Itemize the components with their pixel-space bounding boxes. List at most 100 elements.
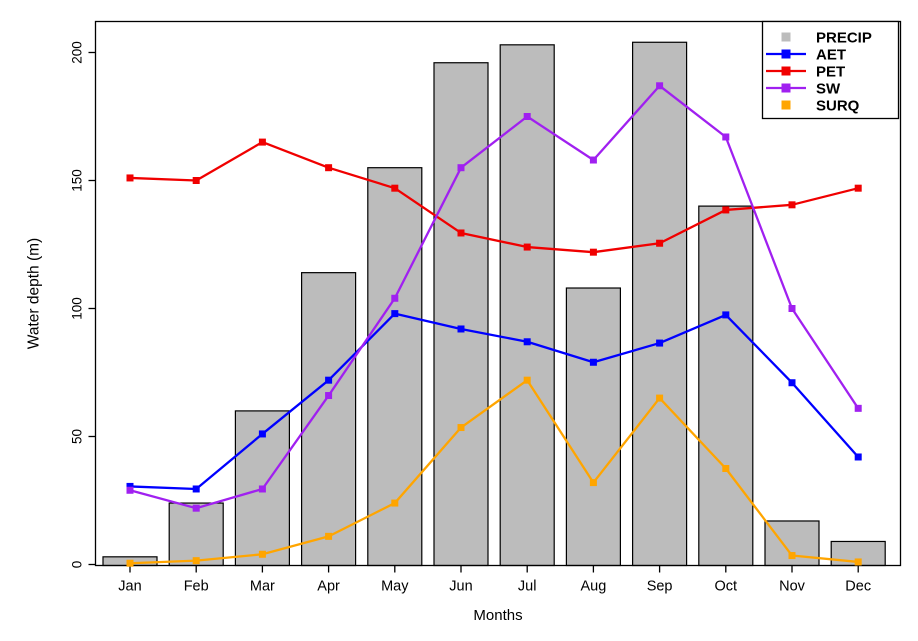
- marker-aet-feb: [192, 485, 200, 493]
- x-tick-label-apr: Apr: [317, 579, 340, 595]
- marker-pet-jun: [457, 229, 465, 237]
- bar-sep: [631, 41, 688, 567]
- y-axis: 0 50 100 150 200: [70, 41, 96, 568]
- legend-entry-pet: PET: [766, 64, 845, 81]
- legend-swatch-precip: [781, 32, 791, 42]
- marker-pet-mar: [258, 138, 266, 146]
- marker-pet-may: [391, 184, 399, 192]
- marker-pet-jul: [523, 243, 531, 251]
- legend-entry-sw: SW: [766, 81, 841, 98]
- y-axis-title: Water depth (m): [26, 238, 43, 349]
- bar-jun: [433, 62, 489, 567]
- marker-surq-aug: [589, 479, 597, 487]
- marker-pet-jan: [126, 174, 134, 182]
- x-tick-label-may: May: [381, 579, 409, 595]
- bar-feb: [168, 502, 224, 567]
- marker-aet-jul: [523, 338, 531, 346]
- line-sw: [129, 84, 860, 510]
- legend-entry-surq: SURQ: [781, 98, 860, 115]
- legend-label-precip: PRECIP: [816, 30, 872, 47]
- marker-sw-apr: [325, 392, 333, 400]
- marker-pet-nov: [788, 201, 796, 209]
- marker-sw-mar: [258, 485, 266, 493]
- marker-aet-dec: [854, 453, 862, 461]
- y-tick-label-0: 0: [70, 561, 85, 569]
- legend-swatch-pet: [781, 66, 791, 76]
- marker-surq-mar: [258, 550, 266, 558]
- series-pet: [126, 138, 862, 256]
- marker-aet-jan: [126, 482, 134, 490]
- x-axis: Jan Feb Mar Apr May Jun Jul Aug Sep Oct Nov Dec: [118, 565, 871, 595]
- marker-sw-feb: [192, 504, 200, 512]
- y-tick-label-100: 100: [70, 297, 85, 320]
- marker-aet-apr: [325, 376, 333, 384]
- y-tick-label-150: 150: [70, 169, 85, 192]
- marker-surq-feb: [192, 557, 200, 565]
- marker-surq-apr: [325, 532, 333, 540]
- marker-pet-sep: [656, 239, 664, 247]
- marker-sw-nov: [788, 305, 796, 312]
- marker-pet-apr: [325, 164, 333, 172]
- x-tick-label-dec: Dec: [845, 579, 871, 595]
- marker-aet-jun: [457, 325, 465, 333]
- bar-apr: [301, 272, 357, 567]
- x-tick-label-jul: Jul: [518, 579, 537, 595]
- marker-aet-nov: [788, 379, 796, 387]
- legend-label-aet: AET: [816, 47, 846, 64]
- legend-swatch-sw: [781, 83, 791, 93]
- series-sw: [126, 82, 862, 512]
- x-tick-label-jun: Jun: [449, 579, 472, 595]
- line-surq: [129, 379, 859, 565]
- series-aet: [126, 310, 862, 493]
- marker-sw-jun: [457, 164, 465, 172]
- bar-jul: [499, 44, 555, 567]
- legend-label-pet: PET: [816, 64, 845, 81]
- marker-surq-jun: [457, 424, 465, 432]
- x-tick-label-feb: Feb: [184, 579, 209, 595]
- marker-surq-jul: [523, 376, 531, 384]
- y-tick-label-50: 50: [70, 429, 85, 444]
- bar-aug: [565, 287, 622, 567]
- legend-label-sw: SW: [816, 81, 841, 98]
- marker-sw-dec: [854, 404, 862, 412]
- marker-aet-mar: [258, 430, 266, 438]
- marker-sw-jul: [523, 113, 531, 120]
- marker-surq-may: [391, 499, 399, 507]
- x-tick-label-jan: Jan: [118, 579, 141, 595]
- marker-sw-sep: [656, 82, 664, 90]
- legend-swatch-surq: [781, 100, 791, 110]
- marker-sw-jan: [126, 486, 134, 494]
- series-surq: [126, 376, 862, 567]
- x-tick-label-oct: Oct: [715, 579, 738, 595]
- marker-aet-sep: [656, 339, 664, 347]
- marker-surq-nov: [788, 552, 796, 560]
- x-axis-title: Months: [473, 607, 522, 624]
- legend-label-surq: SURQ: [816, 98, 860, 115]
- legend-entry-aet: AET: [766, 47, 846, 64]
- marker-aet-aug: [589, 358, 597, 366]
- x-tick-label-sep: Sep: [647, 579, 673, 595]
- marker-sw-oct: [722, 133, 730, 141]
- x-tick-label-mar: Mar: [250, 579, 275, 595]
- marker-sw-aug: [589, 156, 597, 164]
- legend-swatch-aet: [781, 49, 791, 59]
- bar-oct: [698, 205, 754, 567]
- marker-aet-oct: [722, 311, 730, 319]
- line-aet: [129, 312, 860, 491]
- line-pet: [129, 140, 859, 254]
- marker-surq-sep: [656, 394, 664, 402]
- marker-surq-dec: [854, 558, 862, 566]
- marker-pet-dec: [854, 184, 862, 192]
- marker-surq-oct: [722, 465, 730, 472]
- x-tick-label-aug: Aug: [580, 579, 606, 595]
- marker-surq-jan: [126, 559, 134, 567]
- marker-pet-oct: [722, 206, 730, 214]
- marker-aet-may: [391, 310, 399, 318]
- marker-pet-feb: [192, 177, 200, 184]
- marker-pet-aug: [589, 248, 597, 256]
- x-tick-label-nov: Nov: [779, 579, 806, 595]
- y-tick-label-200: 200: [70, 41, 85, 64]
